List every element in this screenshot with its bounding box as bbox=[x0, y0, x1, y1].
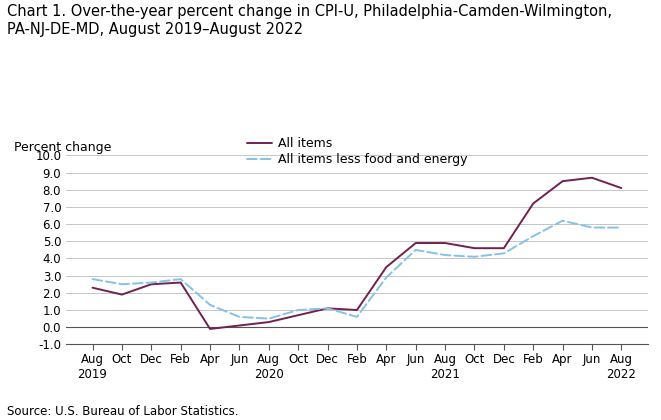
All items bbox=[588, 175, 596, 180]
All items less food and energy bbox=[412, 247, 420, 252]
All items less food and energy bbox=[118, 282, 126, 287]
All items bbox=[176, 280, 184, 285]
All items less food and energy bbox=[265, 316, 273, 321]
All items less food and energy bbox=[441, 252, 449, 257]
Line: All items: All items bbox=[93, 178, 621, 329]
All items bbox=[206, 326, 214, 331]
All items bbox=[89, 285, 97, 290]
All items less food and energy bbox=[206, 302, 214, 307]
All items less food and energy bbox=[294, 307, 302, 312]
All items bbox=[559, 178, 566, 184]
All items less food and energy bbox=[147, 280, 155, 285]
All items bbox=[353, 307, 361, 312]
All items less food and energy bbox=[617, 225, 625, 230]
Legend: All items, All items less food and energy: All items, All items less food and energ… bbox=[247, 137, 467, 166]
All items bbox=[294, 312, 302, 318]
All items bbox=[324, 306, 332, 311]
All items less food and energy bbox=[353, 315, 361, 320]
All items less food and energy bbox=[89, 277, 97, 282]
All items less food and energy bbox=[529, 234, 537, 239]
All items bbox=[235, 323, 243, 328]
All items bbox=[441, 241, 449, 246]
All items less food and energy bbox=[382, 275, 390, 280]
All items less food and energy bbox=[324, 306, 332, 311]
All items bbox=[382, 265, 390, 270]
All items bbox=[500, 246, 508, 251]
All items less food and energy bbox=[471, 254, 479, 259]
Text: Source: U.S. Bureau of Labor Statistics.: Source: U.S. Bureau of Labor Statistics. bbox=[7, 405, 238, 418]
All items less food and energy bbox=[588, 225, 596, 230]
All items bbox=[265, 320, 273, 325]
All items bbox=[412, 241, 420, 246]
Text: Chart 1. Over-the-year percent change in CPI-U, Philadelphia-Camden-Wilmington,
: Chart 1. Over-the-year percent change in… bbox=[7, 4, 611, 37]
Text: Percent change: Percent change bbox=[14, 141, 111, 153]
All items less food and energy bbox=[235, 315, 243, 320]
All items less food and energy bbox=[176, 277, 184, 282]
All items less food and energy bbox=[559, 218, 566, 223]
Line: All items less food and energy: All items less food and energy bbox=[93, 220, 621, 319]
All items bbox=[471, 246, 479, 251]
All items bbox=[118, 292, 126, 297]
All items bbox=[529, 201, 537, 206]
All items less food and energy bbox=[500, 251, 508, 256]
All items bbox=[617, 186, 625, 191]
All items bbox=[147, 282, 155, 287]
